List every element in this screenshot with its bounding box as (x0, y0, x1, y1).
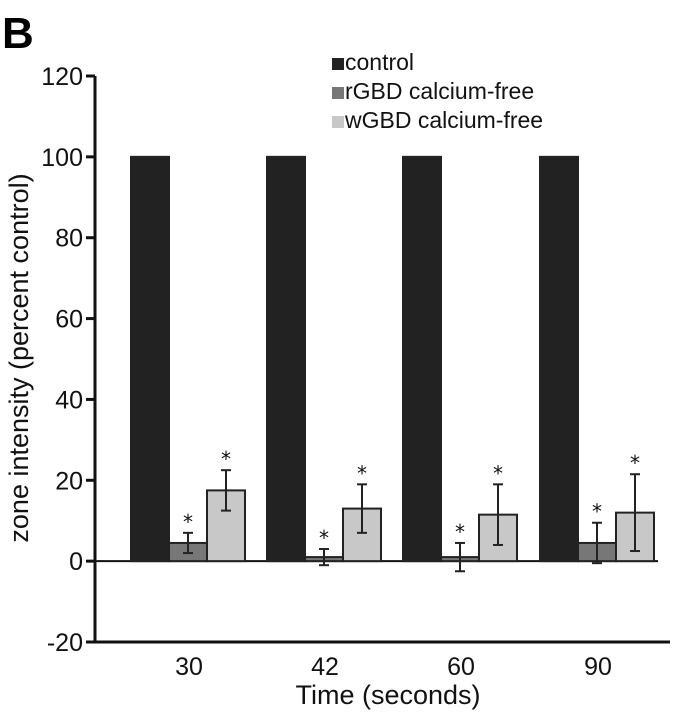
y-tick-label: 60 (55, 306, 83, 334)
significance-star: * (592, 500, 602, 524)
x-tick-label: 30 (175, 653, 203, 681)
significance-star: * (221, 447, 231, 471)
significance-star: * (319, 526, 329, 550)
x-tick-label: 90 (584, 653, 612, 681)
bars-group: * * * * * * * * (130, 155, 655, 573)
x-tick-label: 42 (311, 653, 339, 681)
x-tick-label: 60 (447, 653, 475, 681)
legend-label: rGBD calcium-free (345, 78, 534, 104)
legend-swatch (332, 58, 344, 70)
legend-label: control (345, 49, 414, 75)
legend-label: wGBD calcium-free (344, 107, 543, 133)
y-axis-title: zone intensity (percent control) (4, 173, 34, 542)
y-tick-label: 100 (41, 144, 83, 172)
legend-swatch (332, 87, 344, 99)
y-tick-label: 20 (55, 467, 83, 495)
y-tick-label: 0 (69, 548, 83, 576)
significance-star: * (630, 451, 640, 475)
x-axis-title: Time (seconds) (295, 680, 480, 710)
bar (130, 155, 170, 563)
significance-star: * (357, 461, 367, 485)
bar (266, 155, 306, 563)
y-tick-label: 80 (55, 225, 83, 253)
axes: -20 0 20 40 60 80 100 120 30 42 60 90 (41, 63, 670, 681)
significance-star: * (493, 461, 503, 485)
legend-swatch (332, 116, 344, 128)
significance-star: * (455, 520, 465, 544)
y-tick-label: 120 (41, 63, 83, 91)
y-tick-label: -20 (47, 629, 83, 657)
significance-star: * (183, 510, 193, 534)
panel-label: B (2, 9, 34, 58)
bar (539, 155, 579, 563)
legend: control rGBD calcium-free wGBD calcium-fre… (332, 49, 543, 133)
bar (402, 155, 442, 563)
y-tick-label: 40 (55, 386, 83, 414)
